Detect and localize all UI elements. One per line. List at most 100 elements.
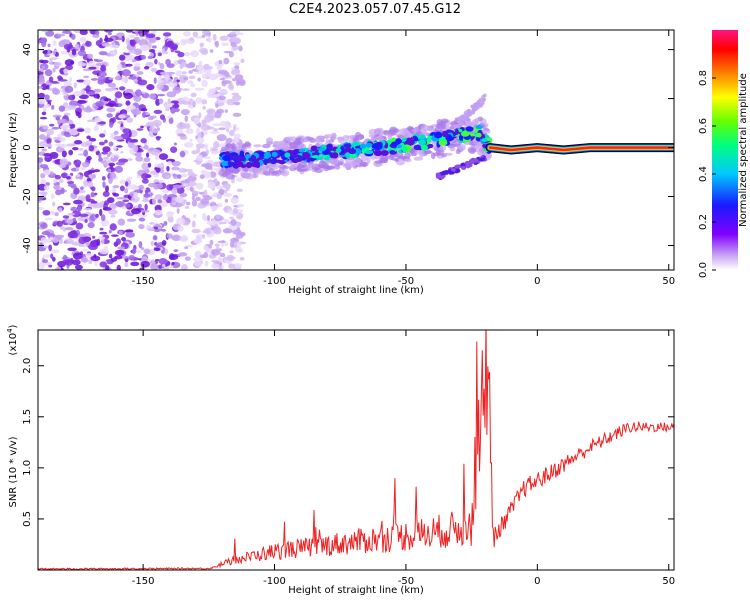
- noise-speckle: [202, 31, 207, 35]
- noise-speckle: [218, 221, 227, 225]
- noise-speckle: [184, 246, 189, 250]
- noise-speckle: [133, 65, 141, 71]
- noise-speckle: [193, 117, 200, 125]
- noise-speckle: [45, 182, 50, 186]
- noise-speckle: [108, 141, 114, 147]
- x-tick-label: 0: [534, 276, 540, 287]
- noise-speckle: [215, 103, 219, 108]
- noise-speckle: [145, 152, 150, 158]
- noise-speckle: [77, 100, 87, 104]
- signal-branch: [465, 164, 471, 169]
- noise-speckle: [183, 77, 189, 80]
- noise-speckle: [154, 206, 162, 210]
- noise-speckle: [214, 41, 218, 46]
- signal-branch: [461, 165, 467, 170]
- signal-halo: [416, 130, 423, 135]
- signal-blob: [446, 129, 452, 133]
- noise-speckle: [124, 261, 129, 268]
- noise-speckle: [49, 151, 59, 159]
- noise-speckle: [120, 133, 131, 140]
- noise-speckle: [176, 122, 187, 130]
- noise-speckle: [116, 264, 121, 270]
- noise-speckle: [141, 178, 149, 184]
- signal-blob: [331, 152, 339, 159]
- noise-speckle: [111, 234, 119, 237]
- signal-blob: [356, 149, 362, 155]
- noise-speckle: [155, 183, 163, 189]
- signal-halo: [308, 163, 319, 167]
- signal-branch: [435, 172, 441, 177]
- noise-speckle: [159, 114, 165, 120]
- signal-blob: [419, 134, 426, 140]
- noise-speckle: [210, 116, 215, 121]
- noise-speckle: [166, 91, 177, 98]
- noise-speckle: [173, 142, 177, 146]
- noise-speckle: [66, 218, 74, 225]
- noise-speckle: [40, 37, 48, 44]
- noise-speckle: [127, 34, 136, 38]
- noise-speckle: [70, 206, 78, 212]
- signal-halo: [281, 169, 290, 177]
- signal-blob: [227, 161, 235, 166]
- signal-halo: [468, 122, 477, 127]
- x-tick-label: 0: [534, 576, 540, 587]
- noise-speckle: [171, 201, 177, 206]
- spectrogram-heatmap: [38, 30, 674, 270]
- noise-speckle: [118, 86, 126, 91]
- signal-halo: [253, 172, 259, 178]
- noise-speckle: [102, 207, 112, 211]
- noise-speckle: [66, 176, 71, 180]
- snr-series-line: [38, 330, 674, 570]
- noise-speckle: [172, 173, 179, 180]
- noise-speckle: [118, 158, 129, 163]
- noise-speckle: [238, 248, 244, 253]
- noise-speckle: [58, 207, 63, 213]
- signal-branch: [454, 164, 460, 169]
- noise-speckle: [100, 214, 106, 222]
- y-tick-label: -20: [22, 188, 33, 204]
- noise-speckle: [119, 185, 125, 192]
- colorbar-tick-label: 0.4: [698, 166, 709, 182]
- noise-speckle: [233, 124, 238, 128]
- noise-speckle: [106, 107, 116, 113]
- signal-blob: [345, 152, 350, 159]
- noise-speckle: [102, 146, 111, 153]
- noise-speckle: [131, 247, 137, 255]
- noise-speckle: [191, 101, 197, 106]
- noise-speckle: [216, 134, 227, 142]
- noise-speckle: [127, 141, 135, 149]
- noise-speckle: [103, 129, 107, 135]
- noise-speckle: [83, 248, 88, 252]
- noise-speckle: [208, 73, 218, 81]
- noise-speckle: [203, 156, 211, 159]
- noise-speckle: [226, 98, 236, 106]
- noise-speckle: [163, 220, 168, 226]
- noise-speckle: [147, 55, 153, 60]
- noise-speckle: [93, 88, 102, 93]
- noise-speckle: [92, 34, 100, 38]
- noise-speckle: [231, 92, 240, 96]
- noise-speckle: [183, 52, 191, 57]
- noise-speckle: [38, 98, 46, 105]
- noise-speckle: [49, 171, 54, 176]
- noise-speckle: [157, 52, 162, 57]
- colorbar-label: Normalized spectral amplitude: [738, 73, 749, 227]
- noise-speckle: [67, 212, 76, 216]
- colorbar-gradient: [712, 30, 738, 270]
- noise-speckle: [155, 154, 159, 161]
- noise-speckle: [73, 82, 77, 89]
- noise-speckle: [218, 69, 228, 75]
- noise-speckle: [209, 88, 216, 95]
- snr-y-ticks: 0.5 1.0 1.5 2.0: [22, 358, 674, 527]
- noise-speckle: [68, 120, 74, 125]
- noise-speckle: [130, 261, 140, 267]
- noise-speckle: [230, 42, 237, 47]
- noise-speckle: [167, 98, 171, 105]
- noise-speckle: [166, 233, 173, 239]
- noise-speckle: [200, 124, 211, 131]
- noise-speckle: [216, 185, 224, 190]
- noise-speckle: [117, 246, 126, 250]
- noise-speckle: [168, 211, 175, 215]
- noise-speckle: [92, 148, 99, 152]
- noise-speckle: [83, 207, 92, 211]
